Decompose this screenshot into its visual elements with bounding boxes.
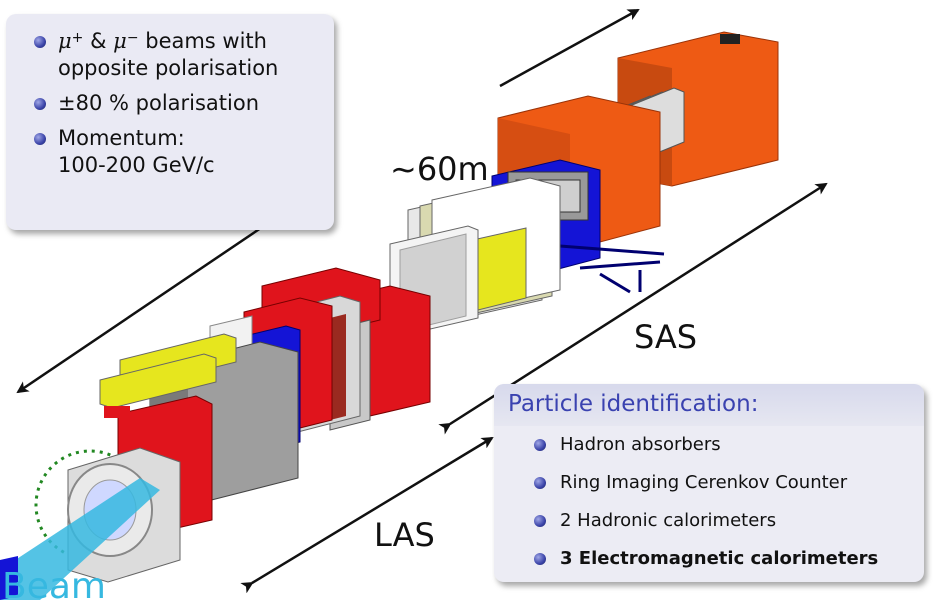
- sas-label: SAS: [634, 318, 698, 356]
- particle-id-box: Particle identification: Hadron absorber…: [494, 384, 924, 582]
- polarisation-text: opposite polarisation: [58, 56, 279, 80]
- minus-superscript: −: [126, 30, 139, 46]
- bullet-icon: [34, 36, 46, 48]
- pid-item: Hadron absorbers: [494, 434, 924, 456]
- beam-info-box: μ+ & μ− beams with opposite polarisation…: [6, 14, 334, 230]
- pid-item-label: 2 Hadronic calorimeters: [560, 510, 777, 531]
- mu-symbol-2: μ: [113, 29, 127, 53]
- bullet-icon: [534, 553, 546, 565]
- bullet-icon: [534, 439, 546, 451]
- beams-text: beams with: [145, 29, 267, 53]
- pid-item-label: Hadron absorbers: [560, 434, 721, 455]
- mu-symbol: μ: [58, 29, 72, 53]
- las-arrow: [240, 436, 494, 594]
- info-item-beams: μ+ & μ− beams with opposite polarisation: [6, 28, 334, 82]
- momentum-label: Momentum:: [58, 126, 185, 150]
- sas-tracking-planes: [389, 177, 561, 337]
- bullet-icon: [34, 133, 46, 145]
- pid-item-label: Ring Imaging Cerenkov Counter: [560, 472, 848, 493]
- momentum-value: 100-200 GeV/c: [58, 153, 215, 177]
- pid-item-label: 3 Electromagnetic calorimeters: [560, 548, 879, 569]
- info-item-momentum: Momentum: 100-200 GeV/c: [6, 125, 334, 179]
- bullet-icon: [34, 98, 46, 110]
- bullet-icon: [534, 477, 546, 489]
- length-label: ~60m: [390, 150, 489, 188]
- pid-item: 3 Electromagnetic calorimeters: [494, 548, 924, 570]
- polarisation-value: 80 % polarisation: [75, 91, 260, 115]
- length-arrow-head: [499, 8, 640, 88]
- bullet-icon: [534, 515, 546, 527]
- plus-minus-symbol: ±: [58, 91, 76, 115]
- pid-item: Ring Imaging Cerenkov Counter: [494, 472, 924, 494]
- target-region: [0, 447, 181, 600]
- plus-superscript: +: [71, 30, 84, 46]
- las-label: LAS: [374, 516, 435, 554]
- info-item-polarisation: ±80 % polarisation: [6, 90, 334, 117]
- particle-id-header: Particle identification:: [494, 384, 924, 426]
- beam-label: Beam: [2, 566, 106, 607]
- pid-item: 2 Hadronic calorimeters: [494, 510, 924, 532]
- ampersand: &: [90, 29, 107, 53]
